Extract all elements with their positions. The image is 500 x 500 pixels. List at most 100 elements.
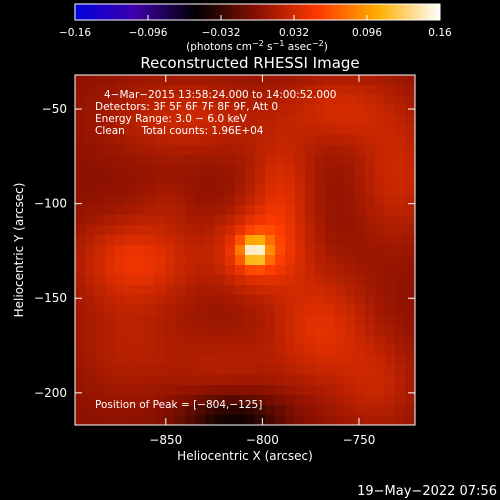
heatmap-cell [295,275,305,285]
heatmap-cell [325,415,335,425]
heatmap-cell [295,205,305,215]
heatmap-cell [245,165,255,175]
heatmap-cell [115,225,125,235]
heatmap-cell [395,235,405,245]
heatmap-cell [115,365,125,375]
heatmap-cell [225,215,235,225]
heatmap-cell [235,315,245,325]
heatmap-cell [95,225,105,235]
heatmap-cell [115,165,125,175]
heatmap-cell [335,325,345,335]
heatmap-cell [145,195,155,205]
heatmap-cell [275,405,285,415]
heatmap-cell [335,115,345,125]
heatmap-cell [295,225,305,235]
heatmap-cell [265,85,275,95]
heatmap-cell [255,295,265,305]
heatmap-cell [355,245,365,255]
heatmap-cell [245,295,255,305]
heatmap-cell [235,245,245,255]
heatmap-cell [255,175,265,185]
heatmap-cell [295,375,305,385]
heatmap-cell [215,415,225,425]
heatmap-cell [385,385,395,395]
heatmap-cell [175,165,185,175]
heatmap-cell [135,335,145,345]
annotation-peak-position: Position of Peak = [−804,−125] [95,399,262,411]
heatmap-cell [105,355,115,365]
heatmap-cell [125,145,135,155]
heatmap-cell [295,295,305,305]
heatmap-cell [115,285,125,295]
heatmap-cell [375,195,385,205]
heatmap-cell [365,155,375,165]
heatmap-cell [365,165,375,175]
heatmap-cell [115,185,125,195]
heatmap-cell [125,95,135,105]
heatmap-cell [85,155,95,165]
heatmap-cell [265,405,275,415]
heatmap-cell [255,185,265,195]
heatmap-cell [375,75,385,85]
heatmap-cell [395,265,405,275]
heatmap-cell [305,215,315,225]
heatmap-cell [375,395,385,405]
heatmap-cell [155,135,165,145]
heatmap-cell [135,145,145,155]
heatmap-cell [365,295,375,305]
heatmap-cell [75,375,85,385]
heatmap-cell [355,165,365,175]
heatmap-cell [295,415,305,425]
heatmap-cell [145,205,155,215]
heatmap-cell [275,395,285,405]
heatmap-cell [85,315,95,325]
heatmap-cell [335,85,345,95]
heatmap-cell [125,135,135,145]
heatmap-cell [405,195,415,205]
heatmap-cell [135,275,145,285]
heatmap-cell [265,155,275,165]
heatmap-cell [175,95,185,105]
heatmap-cell [275,135,285,145]
heatmap-cell [175,345,185,355]
heatmap-cell [205,135,215,145]
heatmap-cell [145,135,155,145]
heatmap-cell [235,165,245,175]
heatmap-cell [295,165,305,175]
heatmap-cell [315,345,325,355]
heatmap-cell [385,185,395,195]
heatmap-cell [325,375,335,385]
heatmap-cell [115,275,125,285]
heatmap-cell [305,145,315,155]
heatmap-cell [335,285,345,295]
heatmap-cell [285,165,295,175]
heatmap-cell [175,115,185,125]
heatmap-cell [185,125,195,135]
heatmap-cell [225,405,235,415]
heatmap-cell [385,215,395,225]
heatmap-cell [335,235,345,245]
heatmap-cell [245,235,255,245]
heatmap-cell [145,165,155,175]
heatmap-cell [195,395,205,405]
heatmap-cell [285,395,295,405]
heatmap-cell [165,85,175,95]
heatmap-cell [235,265,245,275]
heatmap-cell [275,95,285,105]
heatmap-cell [335,385,345,395]
y-tick-label: −150 [34,291,67,305]
heatmap-cell [295,75,305,85]
heatmap-cell [405,185,415,195]
heatmap-cell [235,205,245,215]
heatmap-cell [295,335,305,345]
heatmap-cell [395,185,405,195]
heatmap-cell [95,185,105,195]
y-tick-label: −100 [34,197,67,211]
heatmap-cell [405,295,415,305]
heatmap-cell [325,245,335,255]
heatmap-cell [255,285,265,295]
heatmap-cell [335,205,345,215]
heatmap-cell [75,325,85,335]
heatmap-cell [255,205,265,215]
heatmap-cell [145,105,155,115]
